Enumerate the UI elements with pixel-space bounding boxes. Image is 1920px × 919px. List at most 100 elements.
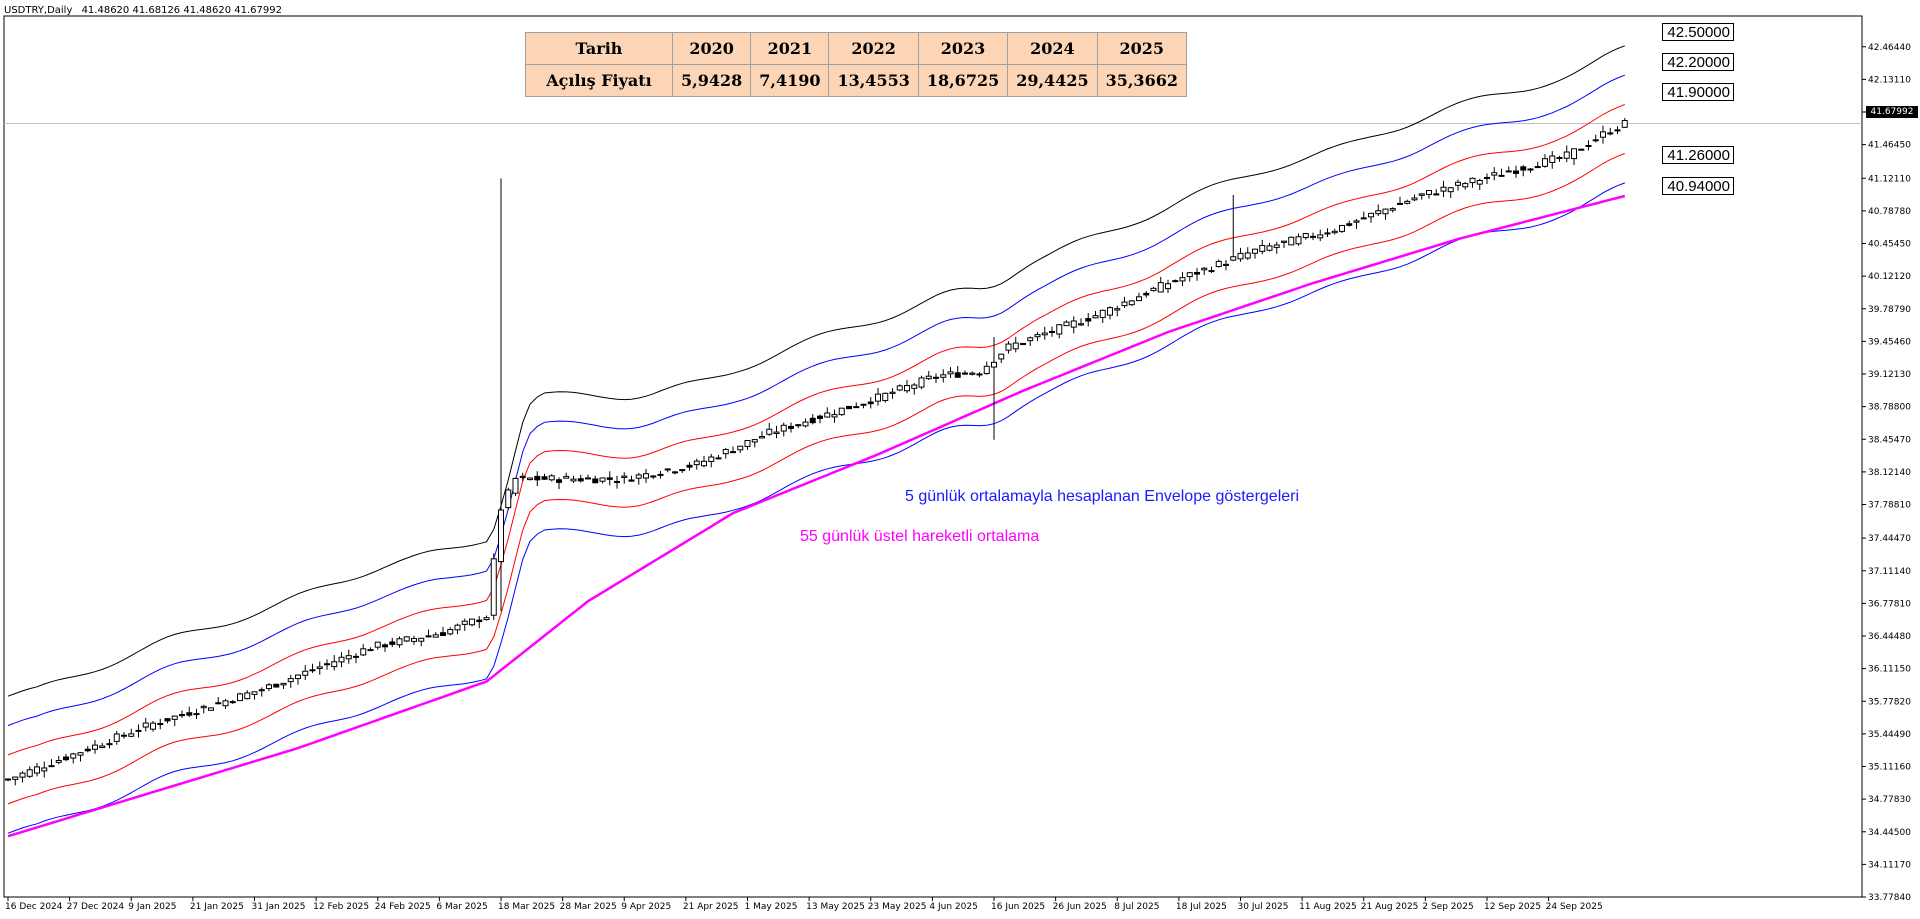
candle xyxy=(1273,241,1280,254)
candle xyxy=(295,674,301,685)
level-label[interactable]: 41.26000 xyxy=(1662,146,1734,164)
candle xyxy=(1585,140,1592,151)
candle xyxy=(1426,189,1432,199)
candle-body xyxy=(1498,174,1505,177)
candle-body xyxy=(664,468,671,471)
candle xyxy=(1447,187,1454,198)
x-tick-label: 18 Mar 2025 xyxy=(498,902,555,912)
candle xyxy=(382,643,388,652)
y-tick-label: 36.11150 xyxy=(1868,665,1911,675)
y-tick-label: 37.44470 xyxy=(1868,534,1911,544)
y-tick-label: 34.44500 xyxy=(1868,828,1911,838)
candle-body xyxy=(382,644,388,648)
candle xyxy=(461,618,468,631)
candle-body xyxy=(331,661,338,668)
level-label[interactable]: 41.90000 xyxy=(1662,83,1734,101)
candle-body xyxy=(92,744,98,750)
candle-body xyxy=(1012,342,1019,350)
candle-body xyxy=(186,712,193,716)
candle xyxy=(1549,151,1556,169)
candle-body xyxy=(99,745,106,749)
candle-body xyxy=(1172,280,1179,283)
candle-body xyxy=(1375,210,1382,215)
candle-body xyxy=(940,374,947,378)
candle xyxy=(1563,145,1570,163)
candle xyxy=(171,715,178,727)
candle xyxy=(113,730,120,745)
candle-body xyxy=(316,666,323,670)
y-tick-label: 41.12110 xyxy=(1868,174,1911,184)
value-cell: 7,4190 xyxy=(750,64,830,97)
candle xyxy=(5,778,11,782)
candle-body xyxy=(1273,244,1280,248)
candle-body xyxy=(1078,323,1084,326)
candle-body xyxy=(708,456,715,462)
candle-body xyxy=(1491,172,1498,176)
candle-body xyxy=(179,714,185,717)
candle-body xyxy=(1317,234,1324,239)
candle xyxy=(1302,232,1309,240)
y-tick-label: 35.77820 xyxy=(1868,697,1911,707)
y-tick-label: 36.77810 xyxy=(1868,599,1911,609)
candle-body xyxy=(498,509,504,563)
level-label[interactable]: 40.94000 xyxy=(1662,177,1734,195)
level-label[interactable]: 42.50000 xyxy=(1662,23,1734,41)
year-cell: 2024 xyxy=(1007,32,1098,65)
candle-body xyxy=(461,620,468,625)
candle xyxy=(454,623,461,635)
candle xyxy=(1317,229,1324,242)
candle-body xyxy=(1592,139,1599,142)
candle-body xyxy=(1447,187,1454,193)
y-tick-label: 35.11160 xyxy=(1868,763,1911,773)
candle-body xyxy=(824,412,831,418)
candle xyxy=(1455,179,1461,191)
y-tick-label: 36.44480 xyxy=(1868,632,1911,642)
y-tick-label: 38.78800 xyxy=(1868,403,1911,413)
ema-line xyxy=(7,194,1626,838)
candle xyxy=(962,370,968,376)
candle xyxy=(759,431,765,439)
y-tick-label: 37.78810 xyxy=(1868,501,1911,511)
candle-body xyxy=(1600,131,1606,138)
candle-body xyxy=(1621,119,1628,128)
candle xyxy=(592,475,599,484)
candle-body xyxy=(251,691,258,695)
candle xyxy=(1186,272,1193,282)
candle xyxy=(925,371,932,381)
candle xyxy=(1230,194,1237,262)
candle xyxy=(1266,242,1273,252)
candle xyxy=(418,637,425,647)
chart-frame xyxy=(3,15,1863,898)
x-tick-label: 11 Aug 2025 xyxy=(1299,902,1357,912)
candle xyxy=(1433,189,1440,196)
candle xyxy=(302,665,309,680)
candle xyxy=(1498,168,1505,177)
candle-body xyxy=(244,692,251,700)
x-tick-label: 2 Sep 2025 xyxy=(1422,902,1473,912)
time-axis: 16 Dec 2024 27 Dec 2024 9 Jan 2025 21 Jan 2… xyxy=(5,897,1603,912)
x-tick-label: 8 Jul 2025 xyxy=(1114,902,1159,912)
x-tick-label: 21 Jan 2025 xyxy=(190,902,244,912)
candle-body xyxy=(1578,148,1585,151)
candle-body xyxy=(1179,277,1186,282)
candle-body xyxy=(867,401,874,405)
candle-body xyxy=(1259,245,1266,252)
candle xyxy=(766,422,773,436)
candle xyxy=(403,636,410,643)
candle xyxy=(1360,211,1367,220)
candle-body xyxy=(802,421,809,427)
candle xyxy=(1252,248,1258,259)
candle-body xyxy=(215,702,222,705)
x-tick-label: 12 Feb 2025 xyxy=(313,902,369,912)
candle xyxy=(99,742,106,749)
candle-body xyxy=(650,475,657,478)
candle-body xyxy=(780,424,787,432)
value-cell: 35,3662 xyxy=(1096,64,1187,97)
candle xyxy=(1346,220,1353,227)
candle xyxy=(1215,259,1222,268)
candle xyxy=(1397,196,1403,205)
candle-body xyxy=(541,476,548,480)
year-cell: 2022 xyxy=(828,32,919,65)
level-label[interactable]: 42.20000 xyxy=(1662,53,1734,71)
